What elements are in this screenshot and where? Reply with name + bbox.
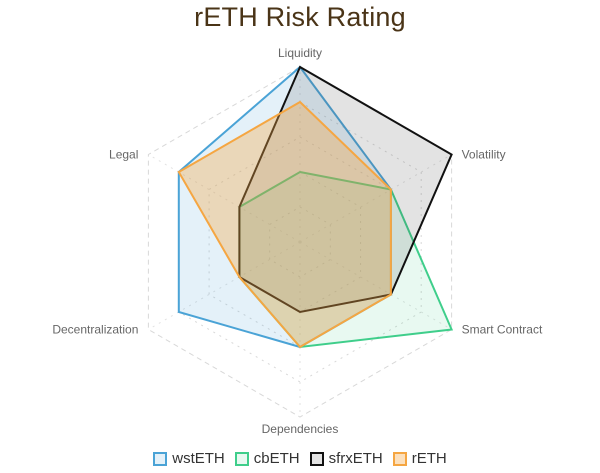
legend-swatch-reth [392, 451, 407, 466]
grid-spoke [299, 154, 452, 243]
series-reth-area [177, 100, 392, 349]
axis-label-smart-contract: Smart Contract [462, 323, 543, 337]
radar-axis-labels: Liquidity Volatility Smart Contract Depende… [52, 46, 543, 436]
legend-swatch-wsteth [153, 451, 168, 466]
grid-spoke [299, 241, 452, 330]
axis-label-legal: Legal [109, 148, 138, 162]
legend-swatch-cbeth [234, 451, 249, 466]
radar-series [177, 65, 454, 349]
grid-spoke [148, 154, 301, 243]
series-sfrxeth-area [238, 65, 453, 314]
axis-label-volatility: Volatility [462, 148, 506, 162]
axis-label-liquidity: Liquidity [278, 46, 322, 60]
grid-spoke [148, 241, 301, 330]
axis-label-decentralization: Decentralization [52, 323, 138, 337]
legend-label-sfrxeth: sfrxETH [328, 450, 383, 467]
legend-label-wsteth: wstETH [172, 450, 225, 467]
legend: wstETH cbETH sfrxETH rETH [0, 450, 600, 467]
legend-item-cbeth[interactable]: cbETH [234, 450, 300, 467]
legend-item-wsteth[interactable]: wstETH [153, 450, 225, 467]
legend-swatch-sfrxeth [309, 451, 324, 466]
legend-label-cbeth: cbETH [253, 450, 300, 467]
axis-label-dependencies: Dependencies [262, 422, 339, 436]
chart-title: rETH Risk Rating [194, 2, 406, 32]
legend-item-sfrxeth[interactable]: sfrxETH [309, 450, 383, 467]
legend-label-reth: rETH [411, 450, 447, 467]
legend-item-reth[interactable]: rETH [392, 450, 447, 467]
